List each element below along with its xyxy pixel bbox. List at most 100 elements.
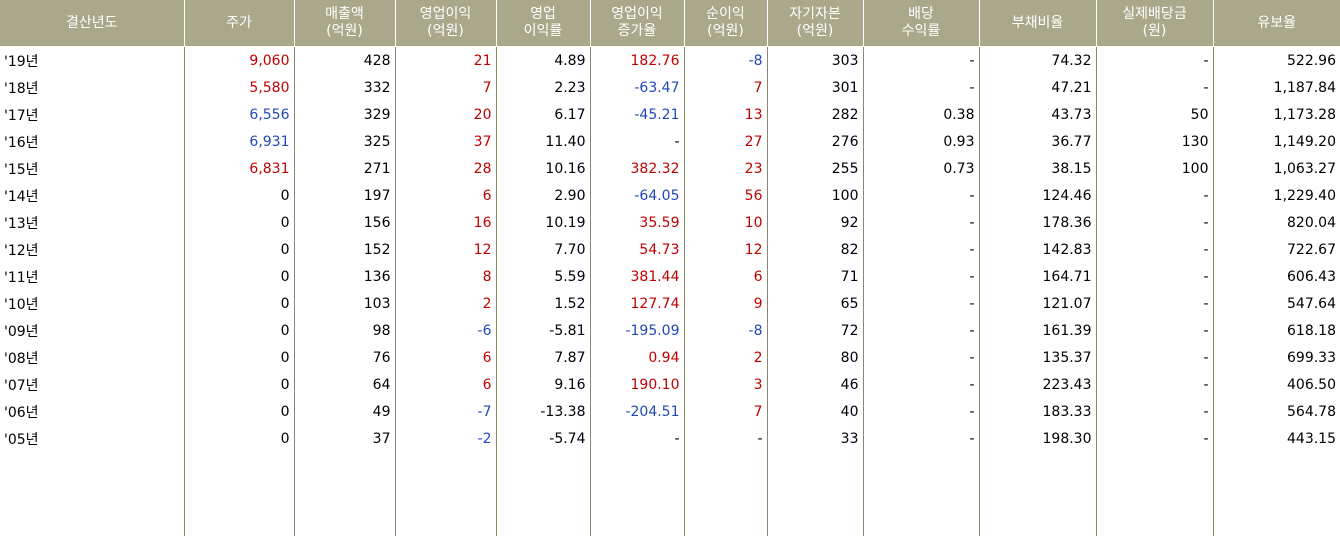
cell-col-operating-profit-growth: -204.51: [590, 398, 685, 425]
cell-col-debt-ratio: 43.73: [979, 101, 1097, 128]
cell-col-settlement-year: '18년: [0, 74, 185, 101]
cell-col-operating-profit-growth: -45.21: [590, 101, 685, 128]
cell-col-revenue: 329: [294, 101, 396, 128]
cell-col-debt-ratio: 135.37: [979, 344, 1097, 371]
cell-col-revenue: 332: [294, 74, 396, 101]
filler-cell: [294, 452, 396, 536]
cell-col-settlement-year: '11년: [0, 263, 185, 290]
cell-col-dividend-yield: -: [863, 371, 980, 398]
cell-col-operating-margin: 1.52: [496, 290, 591, 317]
cell-col-actual-dividend: 130: [1096, 128, 1214, 155]
cell-col-reserve-ratio: 618.18: [1287, 322, 1336, 339]
cell-col-operating-profit: 6: [395, 344, 497, 371]
cell-col-revenue: 76: [294, 344, 396, 371]
cell-col-operating-profit-growth: -64.05: [590, 182, 685, 209]
cell-col-operating-margin: 7.87: [496, 344, 591, 371]
header-col-operating-margin: 영업 이익률: [496, 0, 591, 47]
cell-col-net-income: 3: [684, 371, 768, 398]
cell-col-equity: 301: [767, 74, 864, 101]
cell-col-operating-profit-growth: -: [590, 128, 685, 155]
cell-col-operating-profit: 7: [395, 74, 497, 101]
cell-col-operating-profit-growth: 0.94: [590, 344, 685, 371]
cell-col-actual-dividend: -: [1096, 182, 1214, 209]
cell-col-revenue: 136: [294, 263, 396, 290]
cell-col-operating-profit: 37: [395, 128, 497, 155]
cell-col-operating-profit: 16: [395, 209, 497, 236]
table-row: '16년 6,931 325 37 11.40-27 276 0.93 36.77 130 1,1…: [0, 128, 1340, 155]
cell-col-actual-dividend: 50: [1096, 101, 1214, 128]
cell-col-reserve-ratio: 1,149.20: [1273, 133, 1336, 150]
cell-col-settlement-year: '08년: [0, 344, 185, 371]
cell-col-revenue: 49: [294, 398, 396, 425]
cell-col-dividend-yield: -: [863, 263, 980, 290]
header-col-actual-dividend: 실제배당금 (원): [1096, 0, 1214, 47]
cell-col-stock-price: 0: [184, 209, 295, 236]
cell-col-stock-price: 0: [184, 290, 295, 317]
cell-col-debt-ratio: 74.32: [979, 46, 1097, 74]
cell-col-actual-dividend: -: [1096, 290, 1214, 317]
cell-col-operating-profit-growth: -: [590, 425, 685, 452]
cell-col-dividend-yield: -: [863, 317, 980, 344]
cell-col-operating-profit: -6: [395, 317, 497, 344]
cell-col-net-income: -8: [684, 46, 768, 74]
cell-col-debt-ratio: 124.46: [979, 182, 1097, 209]
cell-col-operating-profit: 6: [395, 371, 497, 398]
cell-col-debt-ratio: 142.83: [979, 236, 1097, 263]
cell-col-stock-price: 0: [184, 398, 295, 425]
cell-col-equity: 92: [767, 209, 864, 236]
cell-col-equity: 72: [767, 317, 864, 344]
cell-col-dividend-yield: -: [863, 236, 980, 263]
cell-col-settlement-year: '15년: [0, 155, 185, 182]
cell-col-settlement-year: '12년: [0, 236, 185, 263]
cell-col-revenue: 156: [294, 209, 396, 236]
cell-col-settlement-year: '05년: [0, 425, 185, 452]
filler-cell: [767, 452, 864, 536]
cell-col-net-income: 7: [684, 398, 768, 425]
table-row: '19년 9,060 428 21 4.89 182.76 -8 303-74.32-522.…: [0, 46, 1340, 74]
cell-col-actual-dividend: -: [1096, 371, 1214, 398]
cell-col-equity: 255: [767, 155, 864, 182]
cell-col-reserve-ratio: 1,173.28: [1273, 106, 1336, 123]
filler-cell: [1213, 452, 1340, 536]
cell-col-settlement-year: '09년: [0, 317, 185, 344]
table-row: '07년 0 64 6 9.16 190.10 3 46-223.43-406.50: [0, 371, 1340, 398]
cell-col-actual-dividend: 100: [1096, 155, 1214, 182]
cell-col-dividend-yield: -: [863, 425, 980, 452]
cell-col-settlement-year: '19년: [0, 46, 185, 74]
cell-col-actual-dividend: -: [1096, 46, 1214, 74]
cell-col-net-income: 13: [684, 101, 768, 128]
table-body: '19년 9,060 428 21 4.89 182.76 -8 303-74.32-522.…: [0, 46, 1340, 536]
cell-col-operating-margin: 6.17: [496, 101, 591, 128]
cell-col-equity: 82: [767, 236, 864, 263]
header-col-reserve-ratio: 유보율: [1213, 0, 1340, 47]
cell-col-reserve-ratio: 606.43: [1287, 268, 1336, 285]
cell-col-reserve-ratio: 547.64: [1287, 295, 1336, 312]
cell-col-equity: 71: [767, 263, 864, 290]
cell-col-settlement-year: '07년: [0, 371, 185, 398]
cell-col-operating-profit-growth: 381.44: [590, 263, 685, 290]
cell-col-revenue: 428: [294, 46, 396, 74]
cell-col-revenue: 103: [294, 290, 396, 317]
table-row: '06년 0 49 -7 -13.38 -204.51 7 40-183.33-564.78: [0, 398, 1340, 425]
cell-col-operating-profit-growth: 127.74: [590, 290, 685, 317]
cell-col-net-income: 7: [684, 74, 768, 101]
cell-col-operating-margin: 11.40: [496, 128, 591, 155]
cell-col-reserve-ratio: 443.15: [1287, 430, 1336, 447]
cell-col-dividend-yield: -: [863, 46, 980, 74]
cell-col-reserve-ratio: 722.67: [1287, 241, 1336, 258]
cell-col-net-income: 56: [684, 182, 768, 209]
cell-col-stock-price: 6,931: [184, 128, 295, 155]
cell-col-operating-margin: 7.70: [496, 236, 591, 263]
cell-col-equity: 282: [767, 101, 864, 128]
table-row: '14년 0 197 6 2.90 -64.05 56 100-124.46-1,229.40: [0, 182, 1340, 209]
cell-col-operating-margin: 10.16: [496, 155, 591, 182]
cell-col-operating-margin: 2.23: [496, 74, 591, 101]
cell-col-revenue: 271: [294, 155, 396, 182]
cell-col-dividend-yield: -: [863, 344, 980, 371]
cell-col-actual-dividend: -: [1096, 74, 1214, 101]
cell-col-reserve-ratio: 820.04: [1287, 214, 1336, 231]
cell-col-debt-ratio: 198.30: [979, 425, 1097, 452]
table-row: '11년 0 136 8 5.59 381.44 6 71-164.71-606.43: [0, 263, 1340, 290]
filler-cell: [1096, 452, 1214, 536]
